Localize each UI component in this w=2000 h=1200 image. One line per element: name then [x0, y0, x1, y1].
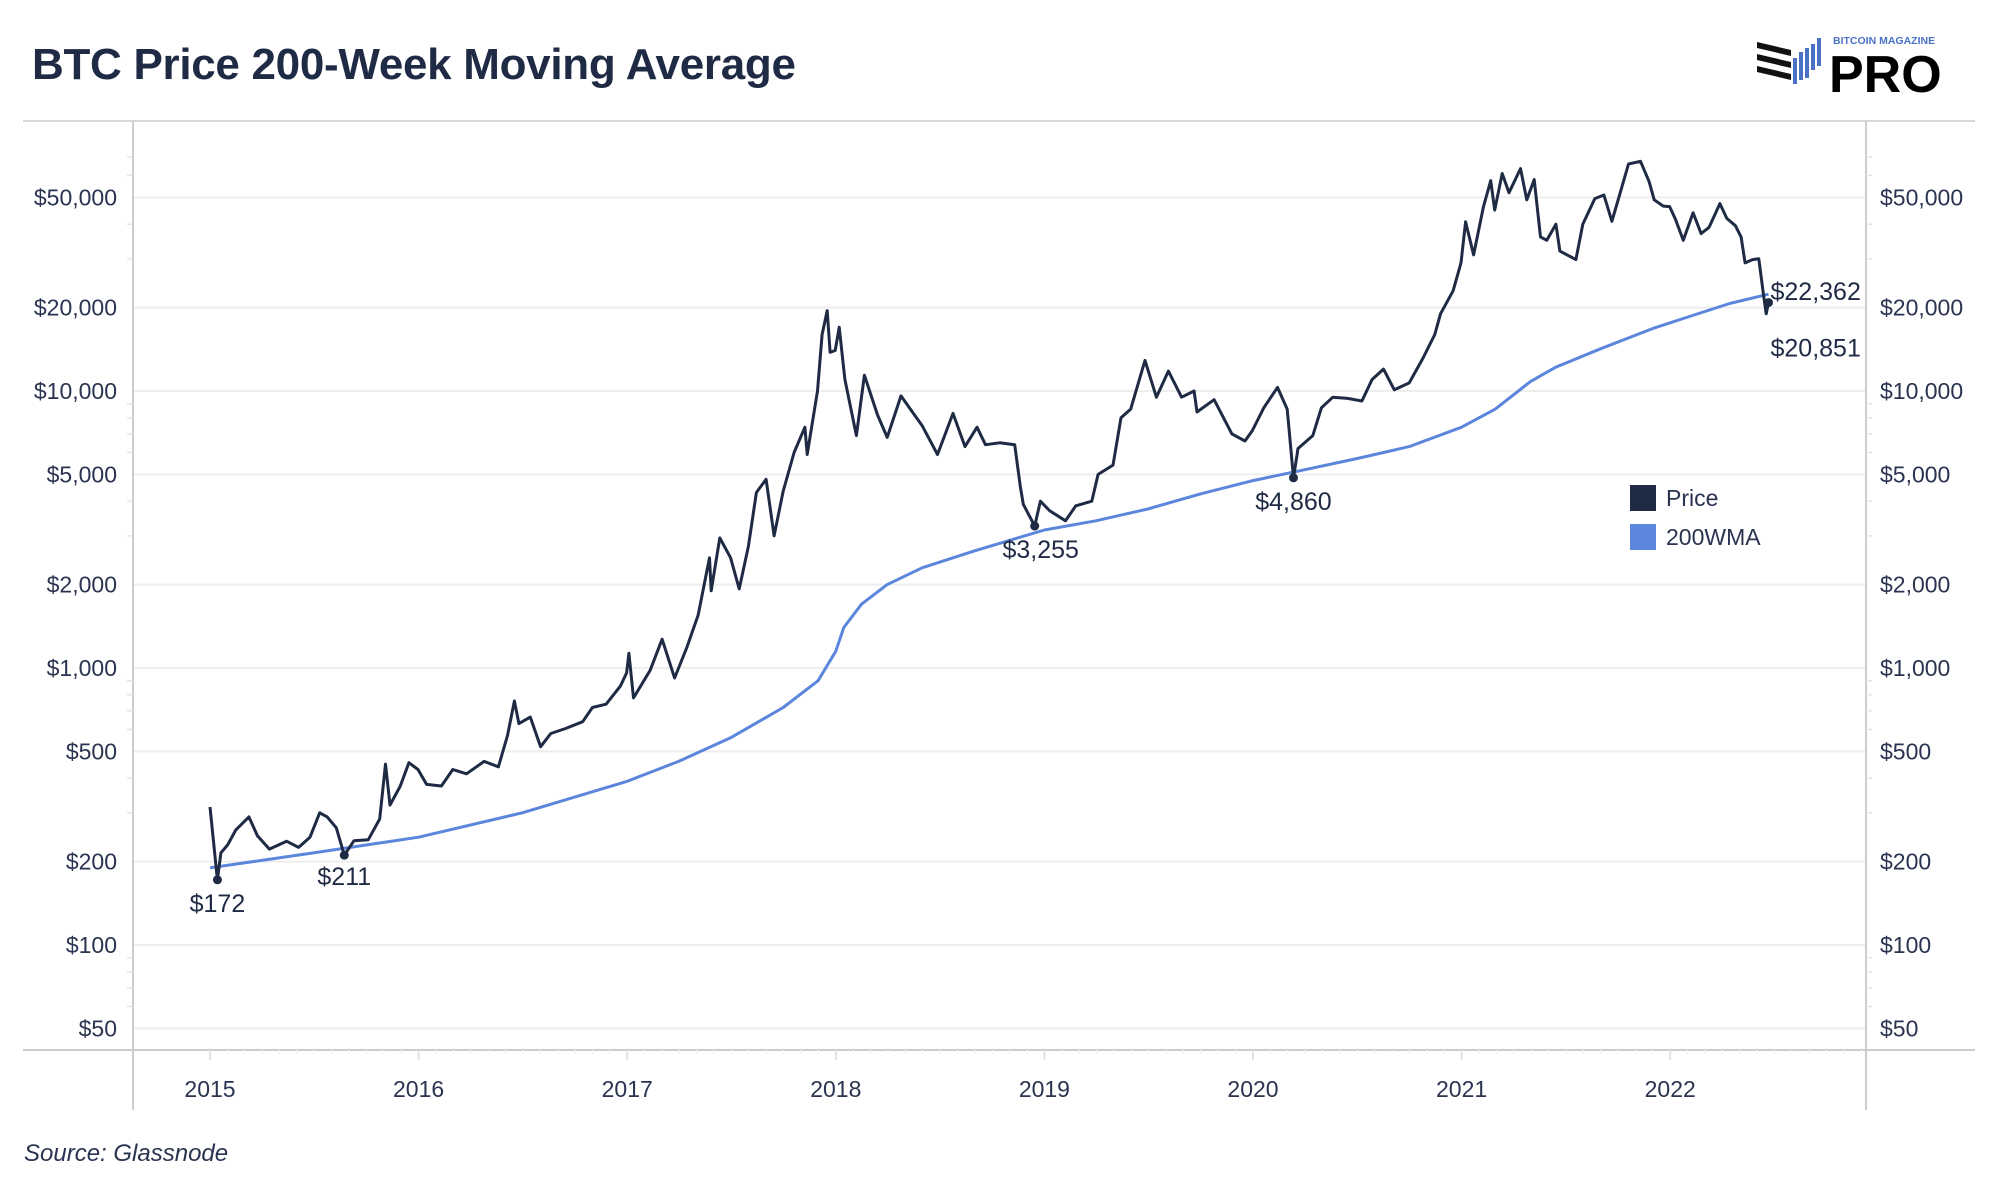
y-tick-label-right: $20,000	[1880, 295, 1963, 321]
series	[208, 159, 1770, 882]
x-tick-label: 2022	[1645, 1076, 1696, 1102]
x-tick-label: 2015	[184, 1076, 235, 1102]
y-tick-label-left: $2,000	[47, 572, 117, 598]
series-line-price	[208, 159, 1770, 882]
x-tick-label: 2020	[1227, 1076, 1278, 1102]
x-tick-label: 2017	[602, 1076, 653, 1102]
legend: Price 200WMA	[1630, 485, 1761, 550]
legend-label: Price	[1666, 485, 1718, 511]
y-tick-label-right: $100	[1880, 932, 1931, 958]
legend-label: 200WMA	[1666, 524, 1761, 550]
y-tick-label-right: $200	[1880, 849, 1931, 875]
logo-stripes-icon	[1757, 42, 1791, 80]
y-axis-left: $50 $100 $200 $500 $1,000 $2,000 $5,000 $10,000…	[34, 184, 117, 1041]
y-tick-label-left: $500	[66, 738, 117, 764]
annotation-label: $20,851	[1770, 335, 1860, 363]
annotation-dot	[1030, 521, 1040, 531]
x-tick-label: 2016	[393, 1076, 444, 1102]
y-tick-label-right: $500	[1880, 738, 1931, 764]
gridlines	[133, 196, 1866, 1030]
annotation-label: $172	[190, 890, 246, 918]
annotation-label: $211	[317, 863, 371, 891]
y-tick-label-left: $200	[66, 849, 117, 875]
x-tick-label: 2021	[1436, 1076, 1487, 1102]
y-tick-label-left: $50,000	[34, 184, 117, 210]
logo-candles-icon	[1793, 38, 1821, 84]
annotation-dot	[1763, 298, 1773, 308]
svg-text:PRO: PRO	[1829, 46, 1942, 100]
x-axis: 2015 2016 2017 2018 2019 2020 2021 2022	[184, 1050, 1863, 1102]
legend-swatch-price	[1630, 485, 1656, 511]
annotation-label: $22,362	[1770, 278, 1860, 306]
y-tick-label-right: $50	[1880, 1015, 1918, 1041]
annotation-dot	[212, 875, 222, 885]
annotations: $172 $211 $3,255 $4,860 $20,851 $22,362	[190, 278, 1861, 918]
y-tick-label-right: $5,000	[1880, 461, 1950, 487]
y-tick-label-left: $10,000	[34, 378, 117, 404]
legend-swatch-200wma	[1630, 524, 1656, 550]
annotation-dot	[1288, 473, 1298, 483]
y-tick-label-left: $50	[79, 1015, 117, 1041]
x-tick-label: 2019	[1019, 1076, 1070, 1102]
bitcoin-magazine-pro-logo: BITCOIN MAGAZINE PRO	[1757, 35, 1942, 100]
svg-text:BITCOIN MAGAZINE: BITCOIN MAGAZINE	[1833, 35, 1935, 47]
y-tick-label-right: $10,000	[1880, 378, 1963, 404]
y-tick-label-right: $2,000	[1880, 572, 1950, 598]
y-tick-label-right: $50,000	[1880, 184, 1963, 210]
annotation-dot	[339, 850, 349, 860]
y-tick-label-left: $20,000	[34, 295, 117, 321]
x-tick-label: 2018	[810, 1076, 861, 1102]
y-tick-label-left: $5,000	[47, 461, 117, 487]
y-tick-label-right: $1,000	[1880, 655, 1950, 681]
axes	[23, 120, 1975, 1110]
annotation-label: $4,860	[1255, 488, 1331, 516]
source-note: Source: Glassnode	[24, 1140, 229, 1167]
annotation-label: $3,255	[1002, 536, 1078, 564]
series-line-200wma	[209, 292, 1769, 870]
y-axis-right: $50 $100 $200 $500 $1,000 $2,000 $5,000 $10,000…	[1880, 184, 1963, 1041]
y-tick-label-left: $100	[66, 932, 117, 958]
chart-title: BTC Price 200-Week Moving Average	[32, 40, 796, 89]
y-tick-label-left: $1,000	[47, 655, 117, 681]
